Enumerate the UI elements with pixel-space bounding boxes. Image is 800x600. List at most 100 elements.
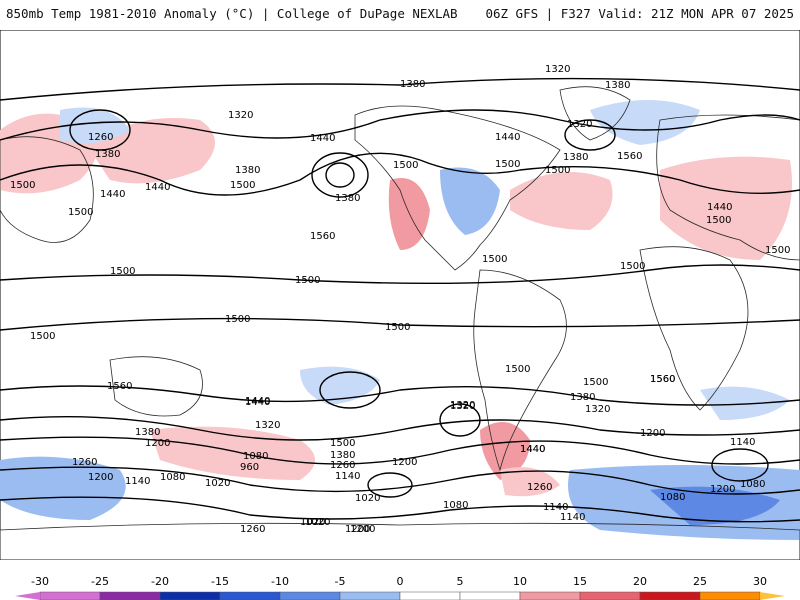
contour-label: 1200 bbox=[392, 457, 417, 468]
contour-label: 1440 bbox=[245, 396, 270, 407]
colorbar-tick-label: 15 bbox=[573, 575, 587, 588]
contour-line bbox=[0, 317, 800, 331]
contour-label: 1380 bbox=[330, 450, 355, 461]
contour-label: 1080 bbox=[660, 492, 685, 503]
contour-label: 1440 bbox=[145, 182, 170, 193]
contour-label: 1380 bbox=[335, 193, 360, 204]
africa-coast bbox=[639, 246, 749, 411]
anomaly-colorbar: -30 -25 -20 -15 -10 -5 0 5 10 15 20 25 30 bbox=[15, 575, 785, 600]
eurasia-coast bbox=[656, 114, 800, 261]
contour-label: 1500 bbox=[495, 159, 520, 170]
contour-label: 1440 bbox=[310, 133, 335, 144]
contour-label: 1500 bbox=[505, 364, 530, 375]
contour-line bbox=[0, 385, 800, 406]
closed-low-contour bbox=[325, 162, 355, 188]
cool-anomaly-region bbox=[440, 167, 500, 235]
contour-label: 1320 bbox=[585, 404, 610, 415]
contour-label: 1080 bbox=[443, 500, 468, 511]
greenland-coast bbox=[559, 86, 631, 141]
colorbar-tick-label: -10 bbox=[271, 575, 289, 588]
australia-coast bbox=[109, 356, 203, 417]
closed-low-contour bbox=[711, 448, 769, 482]
colorbar-cell bbox=[699, 591, 761, 600]
contour-label: 1260 bbox=[240, 524, 265, 535]
contour-label: 1140 bbox=[730, 437, 755, 448]
colorbar-cell bbox=[339, 591, 401, 600]
warm-anomaly-region bbox=[660, 156, 792, 260]
colorbar-tick-label: 25 bbox=[693, 575, 707, 588]
colorbar-tick-label: -15 bbox=[211, 575, 229, 588]
contour-label: 1500 bbox=[295, 275, 320, 286]
closed-low-contour bbox=[367, 472, 413, 498]
contour-label: 1560 bbox=[617, 151, 642, 162]
contour-line bbox=[0, 77, 800, 101]
height-contours bbox=[0, 77, 800, 523]
contour-line bbox=[0, 496, 800, 523]
contour-line bbox=[0, 466, 800, 495]
contour-label: 1560 bbox=[310, 231, 335, 242]
cool-anomaly-region bbox=[300, 366, 380, 405]
contour-label: 1200 bbox=[88, 472, 113, 483]
colorbar-max-arrow bbox=[760, 592, 785, 600]
contour-label: 1380 bbox=[400, 79, 425, 90]
closed-low-contour bbox=[564, 119, 616, 151]
weather-map: 1320 1380 1260 1320 1380 1440 1440 1500 … bbox=[0, 30, 800, 560]
warm-anomaly-region bbox=[500, 467, 560, 497]
colorbar-tick-label: -5 bbox=[335, 575, 346, 588]
contour-label: 1380 bbox=[570, 392, 595, 403]
contour-label: 1500 bbox=[706, 215, 731, 226]
contour-label: 1140 bbox=[543, 502, 568, 513]
contour-label: 1260 bbox=[72, 457, 97, 468]
contour-label: 1260 bbox=[330, 460, 355, 471]
contour-label: 1320 bbox=[450, 400, 475, 411]
contour-label: 1380 bbox=[605, 80, 630, 91]
colorbar-cell bbox=[159, 591, 221, 600]
contour-label: 1140 bbox=[125, 476, 150, 487]
contour-line bbox=[0, 264, 800, 285]
contour-label: 1440 bbox=[100, 189, 125, 200]
contour-line bbox=[0, 415, 800, 441]
contour-label: 1560 bbox=[107, 381, 132, 392]
closed-low-contour bbox=[311, 152, 369, 198]
contour-label: 1500 bbox=[10, 180, 35, 191]
map-title: 850mb Temp 1981-2010 Anomaly (°C) | Coll… bbox=[6, 6, 458, 21]
colorbar-cell bbox=[639, 591, 701, 600]
contour-line bbox=[0, 152, 800, 196]
contour-label: 1200 bbox=[345, 524, 370, 535]
contour-label: 1440 bbox=[520, 444, 545, 455]
contour-label: 1500 bbox=[330, 438, 355, 449]
contour-label: 1200 bbox=[710, 484, 735, 495]
contour-label: 1440 bbox=[707, 202, 732, 213]
colorbar-tick-label: 30 bbox=[753, 575, 767, 588]
contour-label: 1500 bbox=[393, 160, 418, 171]
warm-anomaly-region bbox=[480, 422, 530, 480]
contour-label: 1500 bbox=[230, 180, 255, 191]
closed-low-contour bbox=[439, 403, 481, 437]
contour-label: 1140 bbox=[560, 512, 585, 523]
contour-label: 1020 bbox=[300, 517, 325, 528]
cool-anomaly-region bbox=[0, 456, 126, 520]
contour-label: 1140 bbox=[335, 471, 360, 482]
header: 850mb Temp 1981-2010 Anomaly (°C) | Coll… bbox=[0, 0, 800, 30]
colorbar-tick-label: 10 bbox=[513, 575, 527, 588]
contour-label: 1260 bbox=[88, 132, 113, 143]
contour-label: 1500 bbox=[225, 314, 250, 325]
contour-label: 1200 bbox=[350, 524, 375, 535]
contour-label: 1380 bbox=[135, 427, 160, 438]
contour-label: 1380 bbox=[235, 165, 260, 176]
contour-line bbox=[0, 109, 800, 141]
contour-label: 1020 bbox=[305, 517, 330, 528]
contour-label: 1500 bbox=[68, 207, 93, 218]
colorbar-ticks: -30 -25 -20 -15 -10 -5 0 5 10 15 20 25 30 bbox=[31, 575, 767, 588]
colorbar-tick-label: 20 bbox=[633, 575, 647, 588]
contour-label: 1380 bbox=[95, 149, 120, 160]
contour-label: 1500 bbox=[30, 331, 55, 342]
colorbar-tick-label: -30 bbox=[31, 575, 49, 588]
contour-label: 1500 bbox=[482, 254, 507, 265]
asia-west-coast bbox=[0, 136, 94, 243]
contour-label: 1560 bbox=[650, 374, 675, 385]
contour-label: 1440 bbox=[520, 444, 545, 455]
colorbar-cell bbox=[519, 591, 581, 600]
contour-label: 1380 bbox=[563, 152, 588, 163]
contour-labels: 1320 1380 1260 1320 1380 1440 1440 1500 … bbox=[10, 64, 790, 535]
